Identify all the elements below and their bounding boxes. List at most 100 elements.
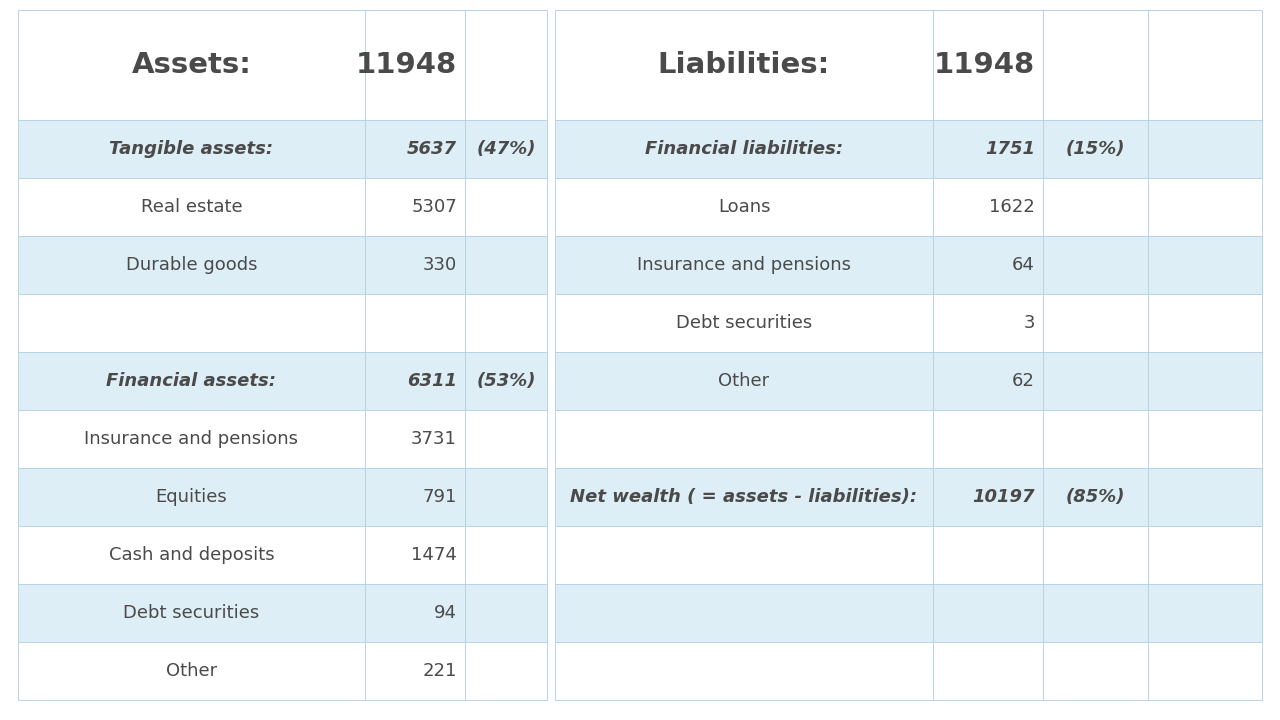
Bar [18, 120, 365, 178]
Text: Other: Other [718, 372, 769, 390]
Bar [465, 468, 547, 526]
Bar [933, 526, 1043, 584]
Bar [1148, 10, 1262, 120]
Bar [365, 236, 465, 294]
Bar [1043, 294, 1148, 352]
Bar [18, 410, 365, 468]
Text: 11948: 11948 [356, 51, 457, 79]
Bar [465, 10, 547, 120]
Bar [365, 584, 465, 642]
Bar [1043, 236, 1148, 294]
Text: 1751: 1751 [986, 140, 1036, 158]
Bar [465, 526, 547, 584]
Bar [1043, 178, 1148, 236]
Bar [556, 236, 933, 294]
Bar [1043, 584, 1148, 642]
Text: 3: 3 [1024, 314, 1036, 332]
Bar [365, 410, 465, 468]
Text: Loans: Loans [718, 198, 771, 216]
Bar [1148, 120, 1262, 178]
Bar [365, 468, 465, 526]
Bar [18, 236, 365, 294]
Text: 6311: 6311 [407, 372, 457, 390]
Bar [18, 584, 365, 642]
Bar [933, 642, 1043, 700]
Bar [933, 178, 1043, 236]
Bar [556, 178, 933, 236]
Bar [1043, 410, 1148, 468]
Bar [933, 120, 1043, 178]
Bar [1148, 584, 1262, 642]
Text: Real estate: Real estate [141, 198, 242, 216]
Text: Tangible assets:: Tangible assets: [109, 140, 274, 158]
Text: 11948: 11948 [934, 51, 1036, 79]
Text: Equities: Equities [156, 488, 228, 506]
Bar [465, 352, 547, 410]
Text: 62: 62 [1012, 372, 1036, 390]
Bar [1148, 468, 1262, 526]
Bar [1043, 120, 1148, 178]
Text: Financial assets:: Financial assets: [106, 372, 276, 390]
Text: Assets:: Assets: [132, 51, 251, 79]
Bar [1148, 526, 1262, 584]
Bar [556, 468, 933, 526]
Bar [1148, 294, 1262, 352]
Bar [1043, 468, 1148, 526]
Bar [556, 526, 933, 584]
Text: 221: 221 [422, 662, 457, 680]
Text: Debt securities: Debt securities [676, 314, 812, 332]
Bar [933, 410, 1043, 468]
Text: Cash and deposits: Cash and deposits [109, 546, 274, 564]
Bar [18, 526, 365, 584]
Bar [556, 584, 933, 642]
Bar [18, 10, 365, 120]
Bar [18, 468, 365, 526]
Bar [465, 584, 547, 642]
Bar [1148, 410, 1262, 468]
Text: 64: 64 [1012, 256, 1036, 274]
Text: 3731: 3731 [411, 430, 457, 448]
Bar [1043, 526, 1148, 584]
Text: (15%): (15%) [1066, 140, 1125, 158]
Text: Liabilities:: Liabilities: [658, 51, 831, 79]
Text: 1622: 1622 [989, 198, 1036, 216]
Text: 5637: 5637 [407, 140, 457, 158]
Text: (85%): (85%) [1066, 488, 1125, 506]
Bar [465, 410, 547, 468]
Bar [933, 294, 1043, 352]
Bar [365, 10, 465, 120]
Bar [1043, 352, 1148, 410]
Bar [365, 352, 465, 410]
Bar [556, 10, 933, 120]
Bar [1148, 236, 1262, 294]
Bar [465, 236, 547, 294]
Text: Durable goods: Durable goods [125, 256, 257, 274]
Bar [365, 120, 465, 178]
Text: (47%): (47%) [476, 140, 536, 158]
Text: (53%): (53%) [476, 372, 536, 390]
Bar [465, 120, 547, 178]
Bar [933, 236, 1043, 294]
Bar [556, 410, 933, 468]
Text: 330: 330 [422, 256, 457, 274]
Bar [556, 294, 933, 352]
Bar [1148, 642, 1262, 700]
Bar [556, 642, 933, 700]
Bar [365, 294, 465, 352]
Text: Other: Other [166, 662, 218, 680]
Bar [933, 468, 1043, 526]
Bar [933, 352, 1043, 410]
Bar [18, 642, 365, 700]
Text: Debt securities: Debt securities [123, 604, 260, 622]
Bar [933, 584, 1043, 642]
Bar [18, 352, 365, 410]
Bar [1043, 10, 1148, 120]
Bar [556, 120, 933, 178]
Bar [465, 178, 547, 236]
Bar [365, 526, 465, 584]
Text: Financial liabilities:: Financial liabilities: [645, 140, 844, 158]
Bar [556, 352, 933, 410]
Text: Insurance and pensions: Insurance and pensions [637, 256, 851, 274]
Text: 10197: 10197 [973, 488, 1036, 506]
Bar [18, 294, 365, 352]
